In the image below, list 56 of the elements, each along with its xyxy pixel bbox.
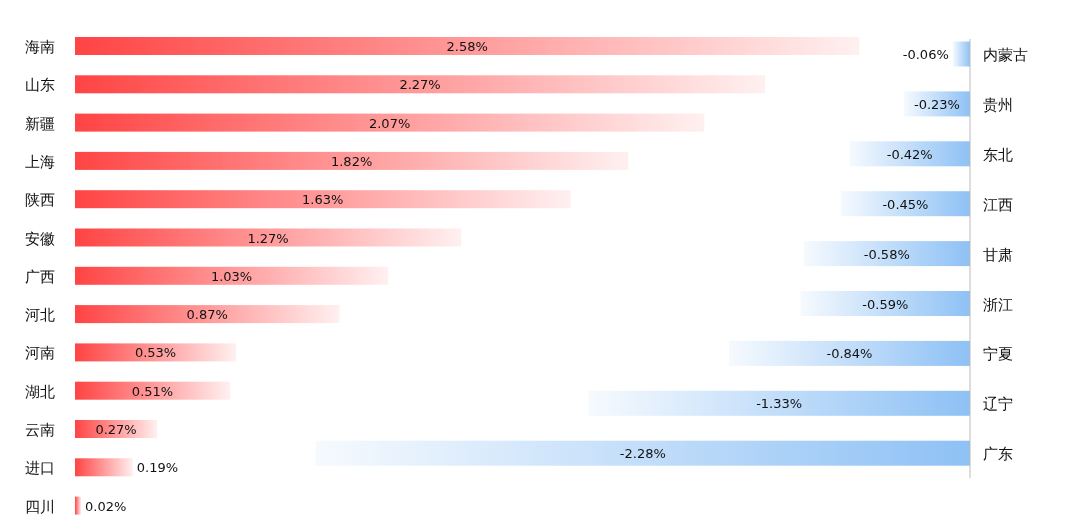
y-tick-label: 贵州: [983, 95, 1013, 114]
y-tick-label: 河南: [25, 344, 55, 363]
y-tick-label: 山东: [25, 76, 55, 95]
data-label: -1.33%: [756, 396, 803, 412]
bar: [75, 381, 231, 400]
bar: [75, 190, 571, 209]
bar: [75, 228, 462, 247]
data-label: 1.03%: [210, 268, 253, 284]
y-tick-label: 浙江: [983, 295, 1013, 314]
y-tick-label: 东北: [983, 145, 1013, 164]
data-label: 0.87%: [186, 307, 228, 323]
data-label: -0.42%: [886, 146, 933, 162]
bar: [75, 458, 133, 477]
data-label: 2.58%: [446, 39, 488, 54]
bar: [75, 343, 237, 362]
y-tick-label: 云南: [25, 421, 55, 439]
bar: [75, 75, 766, 94]
y-tick-label: 海南: [25, 38, 55, 56]
y-tick-label: 宁夏: [983, 345, 1013, 364]
data-label: -0.23%: [913, 96, 960, 112]
data-label: -2.28%: [619, 446, 666, 462]
y-tick-label: 广西: [25, 267, 55, 286]
data-label: -0.06%: [902, 47, 949, 62]
bar: [75, 113, 705, 132]
data-label: 0.02%: [85, 498, 127, 514]
data-label: 0.53%: [134, 345, 177, 361]
bar: [75, 496, 82, 515]
y-tick-label: 辽宁: [983, 395, 1013, 414]
data-label: -0.58%: [863, 246, 910, 262]
y-tick-label: 江西: [983, 195, 1013, 214]
bar: [75, 37, 860, 55]
data-label: -0.59%: [862, 296, 909, 312]
data-label: 0.19%: [136, 460, 179, 476]
y-tick-label: 上海: [25, 152, 55, 171]
y-tick-label: 广东: [983, 445, 1013, 464]
bar: [75, 305, 340, 324]
y-tick-label: 湖北: [25, 382, 55, 401]
y-tick-label: 四川: [25, 497, 55, 516]
bar: [75, 266, 389, 285]
data-label: 0.27%: [95, 422, 137, 437]
y-tick-label: 安徽: [25, 229, 55, 248]
data-label: 2.27%: [399, 77, 441, 93]
y-tick-label: 内蒙古: [983, 46, 1028, 64]
y-tick-label: 陕西: [25, 191, 55, 210]
data-label: -0.84%: [826, 346, 873, 362]
data-label: 1.63%: [302, 192, 344, 208]
y-tick-label: 河北: [25, 306, 55, 325]
data-label: 1.27%: [247, 230, 289, 246]
data-label: 0.51%: [131, 383, 174, 399]
y-tick-label: 进口: [25, 459, 55, 478]
data-label: 1.82%: [330, 153, 373, 169]
y-tick-label: 甘肃: [983, 245, 1013, 264]
y-tick-label: 新疆: [25, 114, 55, 133]
data-label: 2.07%: [368, 115, 411, 131]
bar: [75, 151, 629, 170]
data-label: -0.45%: [882, 196, 929, 212]
